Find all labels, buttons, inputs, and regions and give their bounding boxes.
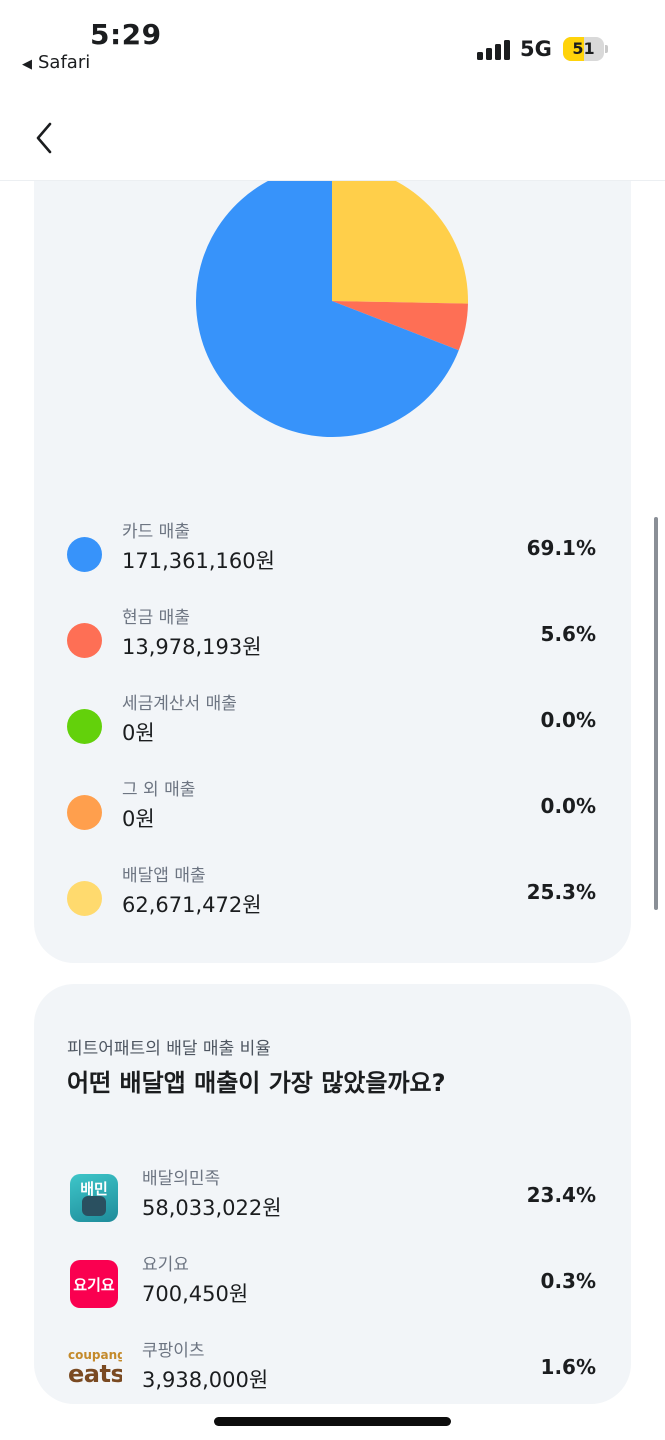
back-to-app-link[interactable]: ◀ Safari <box>22 52 90 73</box>
pie-slice-card <box>196 165 459 437</box>
yogiyo-logo-icon: 요기요 <box>70 1260 118 1308</box>
legend-color-dot <box>67 537 102 572</box>
app-name: 요기요 <box>142 1255 189 1275</box>
legend-color-dot <box>67 881 102 916</box>
sales-row-other: 그 외 매출 0원 0.0% <box>34 775 631 847</box>
app-sales-value: 700,450원 <box>142 1282 249 1306</box>
status-bar-background <box>0 0 665 90</box>
battery-fill <box>563 37 584 61</box>
pie-slice-delivery <box>332 165 468 304</box>
delivery-app-row-yogiyo[interactable]: 요기요 요기요 700,450원 0.3% <box>34 1250 631 1322</box>
sales-row-cash: 현금 매출 13,978,193원 5.6% <box>34 603 631 675</box>
pie-slice-cash <box>332 301 468 351</box>
baemin-logo-icon: 배민 <box>70 1174 118 1222</box>
home-indicator[interactable] <box>214 1417 451 1426</box>
network-type: 5G <box>520 37 552 61</box>
delivery-breakdown-card: 피트어패트의 배달 매출 비율 어떤 배달앱 매출이 가장 많았을까요? 배민 … <box>34 984 631 1404</box>
sales-row-card: 카드 매출 171,361,160원 69.1% <box>34 517 631 589</box>
sales-row-label: 배달앱 매출 <box>122 866 206 886</box>
baemin-logo-text: 배민 <box>80 1180 108 1198</box>
battery-level: 51 <box>572 39 595 58</box>
legend-color-dot <box>67 709 102 744</box>
sales-row-tax: 세금계산서 매출 0원 0.0% <box>34 689 631 761</box>
app-name: 배달의민족 <box>142 1169 221 1189</box>
sales-row-percent: 0.0% <box>540 708 596 732</box>
app-sales-value: 3,938,000원 <box>142 1368 269 1392</box>
sales-row-value: 62,671,472원 <box>122 893 262 917</box>
eats-logo-text: eats <box>68 1360 122 1388</box>
legend-color-dot <box>67 795 102 830</box>
sales-row-value: 0원 <box>122 807 155 831</box>
app-sales-percent: 23.4% <box>526 1183 596 1207</box>
coupang-logo-text: coupang <box>68 1348 122 1362</box>
scrollbar[interactable] <box>654 517 658 910</box>
app-name: 쿠팡이츠 <box>142 1341 205 1361</box>
app-sales-percent: 0.3% <box>540 1269 596 1293</box>
delivery-app-row-coupang-eats[interactable]: coupang eats 쿠팡이츠 3,938,000원 1.6% <box>34 1336 631 1408</box>
status-bar: 5:29 ◀ Safari 5G 51 <box>0 0 665 90</box>
battery-cap <box>605 45 608 53</box>
battery-icon: 51 <box>563 37 608 61</box>
sales-row-label: 세금계산서 매출 <box>122 694 237 714</box>
sales-row-percent: 5.6% <box>540 622 596 646</box>
back-app-label: Safari <box>38 52 91 73</box>
battery-body <box>563 37 604 61</box>
sales-row-label: 현금 매출 <box>122 608 190 628</box>
sales-row-percent: 69.1% <box>526 536 596 560</box>
delivery-app-row-baemin[interactable]: 배민 배달의민족 58,033,022원 23.4% <box>34 1164 631 1236</box>
sales-row-value: 171,361,160원 <box>122 549 275 573</box>
nav-header <box>0 90 665 181</box>
sales-row-percent: 0.0% <box>540 794 596 818</box>
sales-pie-chart <box>196 165 468 437</box>
sales-row-value: 0원 <box>122 721 155 745</box>
legend-color-dot <box>67 623 102 658</box>
cellular-signal-icon <box>477 40 511 60</box>
delivery-title: 어떤 배달앱 매출이 가장 많았을까요? <box>67 1069 446 1097</box>
status-time: 5:29 <box>90 18 162 51</box>
coupang-eats-logo-icon: coupang eats <box>68 1346 122 1394</box>
sales-row-label: 카드 매출 <box>122 522 190 542</box>
sales-row-percent: 25.3% <box>526 880 596 904</box>
delivery-subtitle: 피트어패트의 배달 매출 비율 <box>67 1039 271 1059</box>
chevron-left-icon <box>36 122 52 154</box>
sales-row-value: 13,978,193원 <box>122 635 262 659</box>
baemin-rider-icon <box>82 1196 106 1216</box>
yogiyo-logo-text: 요기요 <box>73 1276 115 1294</box>
back-button[interactable] <box>28 120 64 156</box>
app-sales-percent: 1.6% <box>540 1355 596 1379</box>
sales-row-delivery: 배달앱 매출 62,671,472원 25.3% <box>34 861 631 933</box>
sales-breakdown-card: 카드 매출 171,361,160원 69.1% 현금 매출 13,978,193원 5.… <box>34 120 631 963</box>
app-sales-value: 58,033,022원 <box>142 1196 282 1220</box>
back-triangle-icon: ◀ <box>22 57 32 72</box>
sales-row-label: 그 외 매출 <box>122 780 196 800</box>
